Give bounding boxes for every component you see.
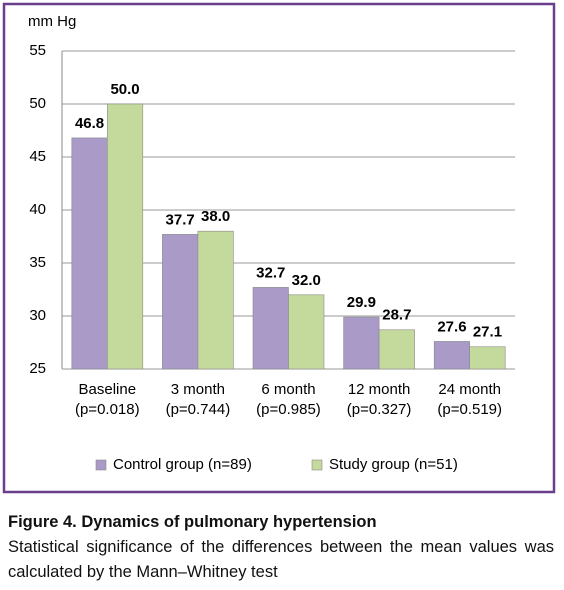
bar [107, 103, 144, 370]
bar [288, 294, 325, 370]
x-tick-label: (p=0.744) [166, 401, 231, 418]
x-tick-label: (p=0.327) [347, 401, 412, 418]
bar [71, 137, 108, 370]
y-tick-label: 30 [29, 307, 46, 324]
y-tick-label: 50 [29, 95, 46, 112]
value-label: 46.8 [75, 115, 104, 132]
legend-label: Study group (n=51) [329, 456, 458, 473]
y-tick-label: 55 [29, 42, 46, 59]
bar [162, 234, 199, 370]
value-label: 27.1 [473, 324, 502, 341]
value-label: 27.6 [437, 318, 466, 335]
x-tick-label: 3 month [171, 381, 225, 398]
x-tick-label: (p=0.018) [75, 401, 140, 418]
y-tick-label: 40 [29, 201, 46, 218]
value-label: 32.7 [256, 264, 285, 281]
x-tick-label: 6 month [261, 381, 315, 398]
legend-label: Control group (n=89) [113, 456, 252, 473]
bar [469, 346, 506, 370]
bar [252, 287, 289, 370]
bar [343, 316, 380, 370]
value-label: 28.7 [382, 307, 411, 324]
value-label: 38.0 [201, 208, 230, 225]
caption-text: Statistical significance of the differen… [8, 538, 554, 581]
value-label: 50.0 [110, 81, 139, 98]
bar [197, 230, 234, 370]
legend-swatch [311, 459, 323, 471]
value-label: 37.7 [166, 211, 195, 228]
y-tick-label: 45 [29, 148, 46, 165]
legend-swatch [95, 459, 107, 471]
value-label: 32.0 [292, 272, 321, 289]
x-tick-label: (p=0.519) [437, 401, 502, 418]
x-tick-label: 24 month [438, 381, 501, 398]
x-tick-label: Baseline [79, 381, 137, 398]
chart: mm Hg 25 30 35 40 45 50 55 Baseline (p=0.018) 46.… [2, 2, 556, 494]
bar [433, 341, 471, 370]
caption: Figure 4. Dynamics of pulmonary hyperten… [8, 510, 554, 585]
caption-title: Figure 4. Dynamics of pulmonary hyperten… [8, 513, 377, 531]
bar [378, 329, 415, 370]
x-tick-label: 12 month [348, 381, 411, 398]
y-tick-label: 35 [29, 254, 46, 271]
y-axis-label: mm Hg [28, 13, 76, 30]
x-tick-label: (p=0.985) [256, 401, 321, 418]
value-label: 29.9 [347, 294, 376, 311]
y-tick-label: 25 [29, 360, 46, 377]
chart-frame [2, 2, 556, 494]
